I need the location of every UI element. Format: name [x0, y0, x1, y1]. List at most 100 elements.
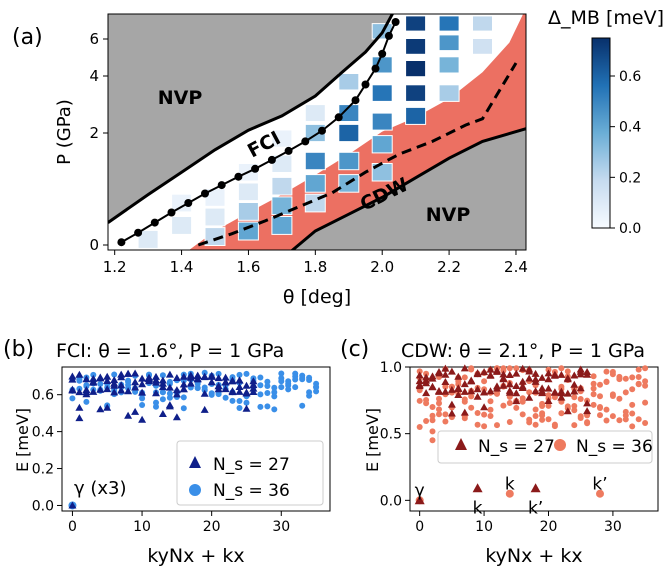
point-ns27 — [75, 414, 84, 422]
point-ns36 — [539, 416, 546, 423]
x-tick-label: 0 — [68, 519, 77, 535]
point-ns27 — [89, 374, 98, 382]
point-ns27 — [460, 408, 469, 416]
point-ns36 — [429, 428, 436, 435]
panel-b: 0 10 20 30 0.0 0.2 0.4 0.6 (b) FCI: θ = 1.6°, P… — [3, 337, 331, 567]
point-ns27 — [531, 387, 540, 395]
heatmap-cell — [371, 84, 393, 102]
panel-b-legend — [176, 440, 324, 506]
point-ns27 — [531, 377, 540, 385]
point-ns36 — [429, 404, 436, 410]
heatmap-cell — [371, 135, 393, 154]
point-ns27 — [138, 415, 147, 423]
point-ns36 — [487, 406, 494, 413]
point-ns36 — [564, 368, 571, 375]
cdw-dashed-line — [197, 62, 518, 247]
point-ns36 — [429, 412, 436, 419]
momentum-label: γ — [415, 481, 425, 501]
point-ns36 — [571, 403, 578, 409]
point-ns36 — [257, 382, 264, 389]
legend-label-ns36-c: N_s = 36 — [576, 437, 653, 457]
point-ns27 — [480, 368, 489, 376]
point-ns27 — [499, 381, 508, 389]
x-tick-label: 10 — [133, 519, 151, 535]
point-ns27 — [486, 365, 495, 373]
point-ns27 — [249, 377, 258, 385]
point-ns36 — [558, 410, 565, 417]
point-ns27 — [480, 403, 489, 411]
point-ns36 — [436, 395, 442, 402]
panel-b-title: FCI: θ = 1.6°, P = 1 GPa — [56, 340, 284, 362]
heatmap-cell — [137, 229, 159, 249]
point-ns27 — [75, 403, 84, 411]
fci-point — [334, 113, 343, 122]
point-ns36 — [292, 384, 299, 391]
boundary-cdw-nvp — [290, 127, 526, 250]
point-ns36 — [299, 402, 306, 409]
point-ns36 — [97, 381, 104, 387]
panel-b-ylabel: E [meV] — [13, 408, 32, 472]
point-ns27 — [538, 373, 547, 381]
point-ns36 — [299, 375, 306, 381]
fci-point — [201, 189, 209, 198]
point-ns27 — [235, 387, 244, 395]
point-ns27 — [165, 383, 174, 391]
legend-marker-ns27-c — [455, 438, 467, 450]
point-ns27 — [563, 374, 572, 382]
point-ns36 — [487, 398, 494, 405]
point-ns27 — [186, 373, 195, 381]
heatmap-cell — [438, 15, 460, 32]
point-ns36 — [278, 384, 285, 391]
point-ns36 — [257, 403, 264, 410]
point-ns36 — [616, 417, 623, 424]
point-ns27 — [544, 375, 553, 383]
panel-c-frame — [409, 366, 659, 512]
legend-label-ns36: N_s = 36 — [213, 481, 290, 501]
point-ns27 — [460, 380, 469, 388]
point-ns27 — [117, 370, 126, 378]
point-ns36 — [597, 381, 603, 388]
point-ns27 — [415, 371, 424, 379]
point-ns27 — [525, 374, 534, 382]
point-ns27 — [493, 382, 501, 390]
panel-a-xlabel: θ [deg] — [283, 286, 351, 308]
point-ns36 — [306, 377, 313, 383]
point-ns36 — [481, 411, 488, 418]
point-ns36 — [500, 402, 507, 409]
point-ns27 — [68, 385, 77, 393]
point-ns27 — [145, 374, 153, 382]
point-ns27 — [110, 379, 119, 387]
panel-b-frame — [61, 366, 331, 512]
y-tick-label: 0.0 — [32, 498, 54, 514]
point-ns36 — [208, 391, 215, 398]
point-ns27 — [447, 409, 456, 417]
point-ns27 — [207, 372, 216, 380]
point-ns27 — [544, 397, 553, 404]
point-ns27 — [518, 377, 527, 385]
point-ns36 — [243, 370, 250, 377]
point-ns27 — [193, 372, 202, 379]
point-ns27 — [550, 371, 559, 379]
point-ns36 — [564, 403, 571, 410]
heatmap-cell — [171, 216, 193, 235]
heatmap-cell — [204, 207, 226, 227]
point-ns36 — [629, 401, 636, 408]
point-ns36 — [558, 383, 565, 390]
fci-point — [134, 228, 143, 237]
point-ns27 — [441, 370, 450, 378]
point-ns27 — [103, 372, 112, 380]
y-tick-label: 0.4 — [32, 425, 54, 441]
x-tick-label: 1.4 — [170, 258, 194, 276]
point-ns36 — [494, 422, 500, 429]
point-ns36 — [229, 397, 236, 404]
point-ns36 — [271, 389, 278, 396]
low-point-ns36 — [505, 489, 514, 498]
point-ns36 — [461, 396, 468, 403]
region-label-nvp-top: NVP — [158, 87, 203, 109]
point-ns27 — [131, 369, 140, 377]
point-ns36 — [590, 373, 597, 380]
point-ns27 — [538, 387, 547, 395]
point-ns27 — [172, 390, 181, 398]
point-ns27 — [505, 380, 514, 388]
point-ns36 — [180, 394, 187, 401]
